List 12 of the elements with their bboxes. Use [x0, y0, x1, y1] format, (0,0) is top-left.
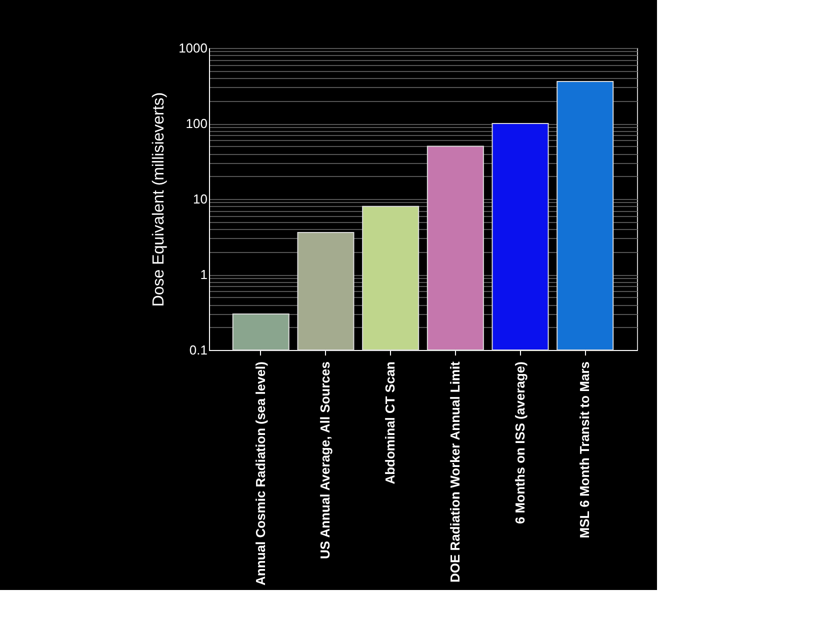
- y-tick-label: 0.1: [189, 342, 208, 358]
- y-tick-label: 1000: [178, 40, 208, 56]
- x-tick-label: US Annual Average, All Sources: [318, 362, 333, 559]
- x-tick-label: Abdominal CT Scan: [382, 361, 398, 484]
- y-tick-label: 10: [193, 192, 208, 206]
- x-tick-label: MSL 6 Month Transit to Mars: [577, 362, 592, 538]
- x-tick-label: Annual Cosmic Radiation (sea level): [252, 362, 268, 586]
- x-tick-label: DOE Radiation Worker Annual Limit: [447, 360, 462, 583]
- x-tick-label: 6 Months on ISS (average): [512, 362, 528, 524]
- y-tick-label: 100: [186, 116, 208, 131]
- y-tick-label: 1: [200, 267, 208, 282]
- y-axis-title: Dose Equivalent (millisieverts): [150, 92, 168, 307]
